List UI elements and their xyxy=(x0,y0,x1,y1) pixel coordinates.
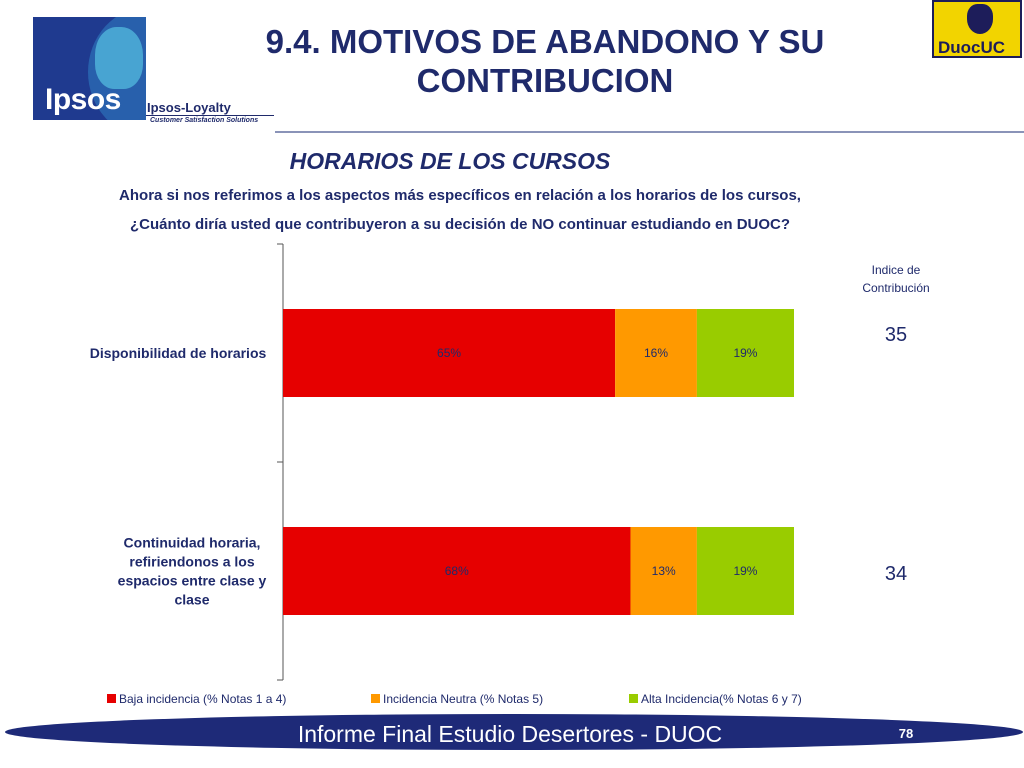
question-line2: ¿Cuánto diría usted que contribuyeron a … xyxy=(129,216,791,233)
legend-label: Alta Incidencia(% Notas 6 y 7) xyxy=(641,692,802,706)
ipsos-logo: Ipsos xyxy=(33,17,146,120)
index-value-1: 35 xyxy=(884,324,908,346)
ipsos-loyalty-name: Ipsos-Loyalty xyxy=(147,100,231,115)
logo-face-icon xyxy=(95,27,143,89)
page-title-line1: 9.4. MOTIVOS DE ABANDONO Y SU xyxy=(265,23,825,60)
index-title-line1: Indice de xyxy=(871,263,921,277)
page-title: 9.4. MOTIVOS DE ABANDONO Y SU CONTRIBUCI… xyxy=(200,22,890,100)
data-label: 19% xyxy=(733,346,757,360)
legend-swatch xyxy=(629,694,638,703)
data-label: 65% xyxy=(437,346,461,360)
index-title: Indice de Contribución xyxy=(840,261,952,297)
data-label: 13% xyxy=(652,564,676,578)
question-line1: Ahora si nos referimos a los aspectos má… xyxy=(119,187,801,204)
legend-swatch xyxy=(107,694,116,703)
duoc-shield-icon xyxy=(967,4,993,34)
footer-text: Informe Final Estudio Desertores - DUOC xyxy=(297,721,723,747)
data-label: 19% xyxy=(733,564,757,578)
category-label: clase xyxy=(174,592,209,608)
legend-label: Baja incidencia (% Notas 1 a 4) xyxy=(119,692,286,706)
bar-segment xyxy=(696,527,794,615)
category-label: espacios entre clase y xyxy=(118,573,267,589)
ipsos-loyalty-tagline: Customer Satisfaction Solutions xyxy=(150,117,259,124)
section-subtitle: HORARIOS DE LOS CURSOS xyxy=(289,148,611,174)
index-value-2: 34 xyxy=(884,563,908,585)
page-title-line2: CONTRIBUCION xyxy=(416,62,674,99)
category-label: refiriendonos a los xyxy=(129,554,254,570)
legend-label: Incidencia Neutra (% Notas 5) xyxy=(383,692,543,706)
data-label: 68% xyxy=(445,564,469,578)
loyalty-divider xyxy=(146,115,274,116)
header-divider xyxy=(275,131,1024,133)
legend-swatch xyxy=(371,694,380,703)
bar-segment xyxy=(283,527,631,615)
footer-band xyxy=(5,714,1023,750)
category-label: Continuidad horaria, xyxy=(124,535,261,551)
bar-segment xyxy=(630,527,697,615)
bar-segment xyxy=(696,309,794,397)
bar-segment xyxy=(615,309,697,397)
duoc-logo-text: DuocUC xyxy=(938,38,1006,57)
ipsos-brand-text: Ipsos xyxy=(45,83,121,116)
duoc-logo: DuocUC xyxy=(932,0,1022,58)
category-label: Disponibilidad de horarios xyxy=(90,345,267,361)
page-number: 78 xyxy=(898,726,914,741)
bar-segment xyxy=(283,309,616,397)
index-title-line2: Contribución xyxy=(862,281,930,295)
data-label: 16% xyxy=(644,346,668,360)
